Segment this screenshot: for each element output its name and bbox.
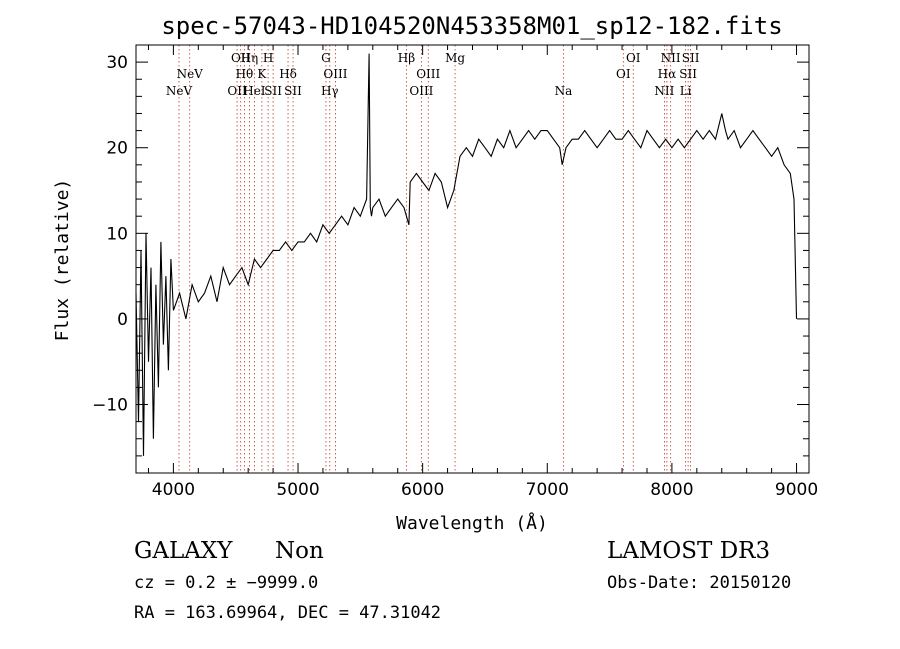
line-label-17: OIII [416, 67, 440, 81]
y-axis-ticks: −10 0 10 20 30 [92, 44, 809, 457]
obs-date: Obs-Date: 20150120 [607, 573, 792, 593]
survey-name: LAMOST DR3 [607, 538, 771, 564]
line-label-26: SII [679, 67, 697, 81]
emission-line-labels: NeVNeVOIIOIIHθHηHeIKHSIIHδSIIGHγOIIIHβOI… [166, 51, 700, 98]
emission-line-markers [178, 45, 692, 473]
line-label-3: OII [231, 51, 251, 65]
line-label-21: OI [626, 51, 641, 65]
line-label-1: NeV [177, 67, 204, 81]
y-tick-label-3: 20 [106, 139, 128, 159]
x-tick-label-0: 4000 [152, 480, 195, 500]
line-label-16: OIII [409, 84, 433, 98]
line-label-0: NeV [166, 84, 193, 98]
chart-title: spec-57043-HD104520N453358M01_sp12-182.f… [161, 12, 782, 40]
y-tick-label-1: 0 [117, 310, 128, 330]
line-label-6: HeI [243, 84, 266, 98]
redshift-cz: cz = 0.2 ± −9999.0 [134, 573, 319, 593]
line-label-18: Mg [445, 51, 465, 65]
x-tick-label-4: 8000 [650, 480, 693, 500]
line-label-15: Hβ [398, 51, 415, 65]
line-label-10: Hδ [279, 67, 297, 81]
line-label-4: Hθ [236, 67, 254, 81]
x-tick-label-3: 7000 [526, 480, 569, 500]
line-label-13: Hγ [321, 84, 339, 98]
object-subclass: Non [275, 538, 324, 564]
line-label-20: OI [616, 67, 631, 81]
line-label-8: H [263, 51, 273, 65]
line-label-24: NII [661, 51, 681, 65]
line-label-22: NII [654, 84, 674, 98]
y-tick-label-4: 30 [106, 53, 128, 73]
y-tick-label-2: 10 [106, 224, 128, 244]
x-axis-ticks: 4000 5000 6000 7000 8000 9000 [147, 45, 818, 500]
line-label-14: OIII [323, 67, 347, 81]
x-tick-label-5: 9000 [775, 480, 818, 500]
line-label-27: SII [682, 51, 700, 65]
line-label-12: G [321, 51, 331, 65]
coordinates: RA = 163.69964, DEC = 47.31042 [134, 603, 442, 623]
line-label-2: OII [227, 84, 247, 98]
spectrum-series-line [135, 53, 798, 456]
line-label-5: Hη [241, 51, 259, 65]
line-label-9: SII [264, 84, 282, 98]
line-label-7: K [257, 67, 267, 81]
x-tick-label-1: 5000 [276, 480, 319, 500]
x-tick-label-2: 6000 [401, 480, 444, 500]
line-label-11: SII [284, 84, 302, 98]
line-label-25: Li [680, 84, 692, 98]
object-class: GALAXY [134, 538, 233, 564]
line-label-23: Hα [658, 67, 677, 81]
x-axis-label: Wavelength (Å) [396, 512, 548, 534]
line-label-19: Na [555, 84, 573, 98]
y-tick-label-0: −10 [92, 396, 128, 416]
y-axis-label: Flux (relative) [52, 179, 73, 342]
